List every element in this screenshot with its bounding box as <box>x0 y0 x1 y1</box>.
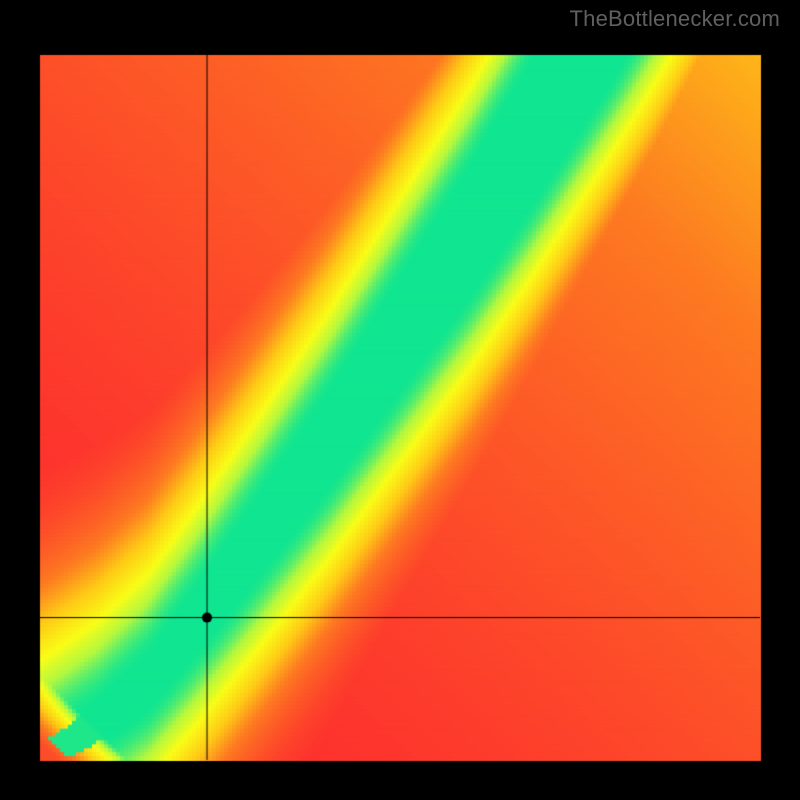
bottleneck-heatmap <box>0 0 800 800</box>
watermark-text: TheBottlenecker.com <box>570 6 780 32</box>
